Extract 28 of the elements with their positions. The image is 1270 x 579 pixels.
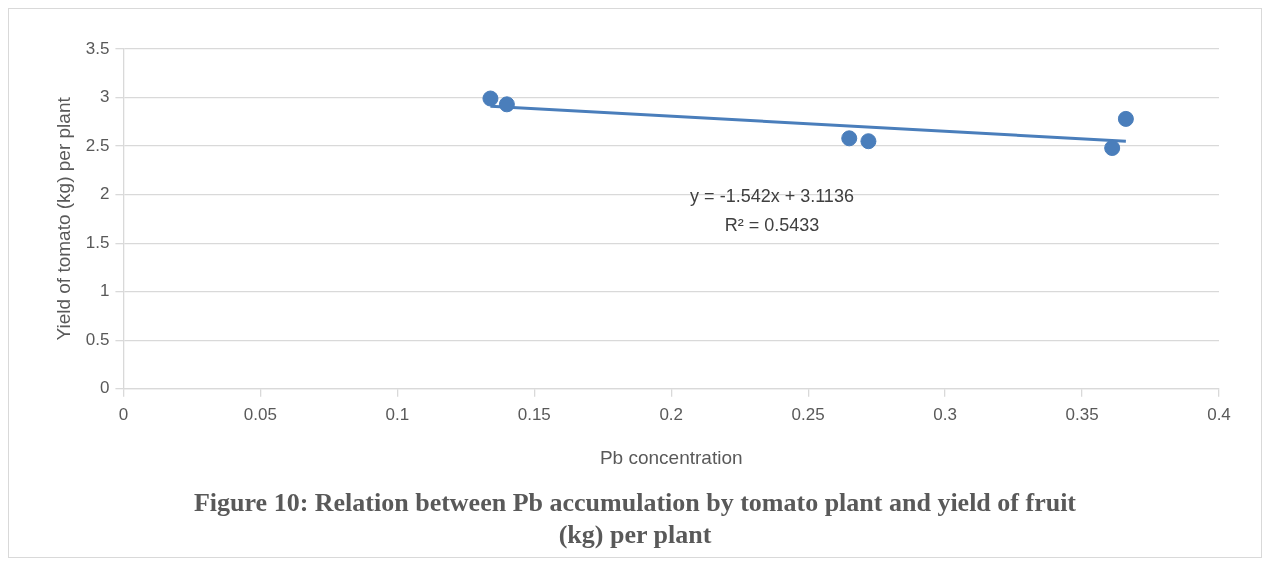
point	[482, 90, 499, 107]
text: Figure 10: Relation between Pb accumulation by tomato plant and yield of fruit (kg) per plant	[192, 487, 1078, 551]
annotation: y = -1.542x + 3.1136	[690, 185, 854, 206]
x-tick-label: 0.35	[1065, 404, 1099, 424]
y-tick-label: 2.5	[85, 135, 110, 155]
annotation: R² = 0.5433	[724, 214, 820, 235]
point	[860, 133, 877, 150]
x-tick-label: 0.4	[1207, 404, 1231, 424]
x-tick-label: 0.3	[933, 404, 957, 424]
y-tick-label: 0.5	[85, 329, 110, 349]
x-tick-label: 0.15	[517, 404, 551, 424]
x-tick-label: 0	[118, 404, 129, 424]
point	[498, 96, 515, 113]
y-tick-label: 3.5	[85, 38, 110, 58]
x-tick-label: 0.2	[659, 404, 684, 424]
y-tick-label: 3	[99, 87, 110, 107]
x-axis-title: Pb concentration	[599, 446, 743, 468]
point	[1117, 110, 1134, 127]
point	[1104, 140, 1121, 157]
y-axis-title: Yield of tomato (kg) per plant	[52, 96, 74, 341]
x-tick-label: 0.05	[243, 404, 277, 424]
x-tick-label: 0.1	[385, 404, 410, 424]
y-tick-label: 0	[99, 378, 110, 398]
point	[841, 130, 858, 147]
y-tick-label: 1.5	[85, 232, 110, 252]
y-tick-label: 1	[99, 281, 110, 301]
y-tick-label: 2	[99, 184, 110, 204]
x-tick-label: 0.25	[791, 404, 825, 424]
